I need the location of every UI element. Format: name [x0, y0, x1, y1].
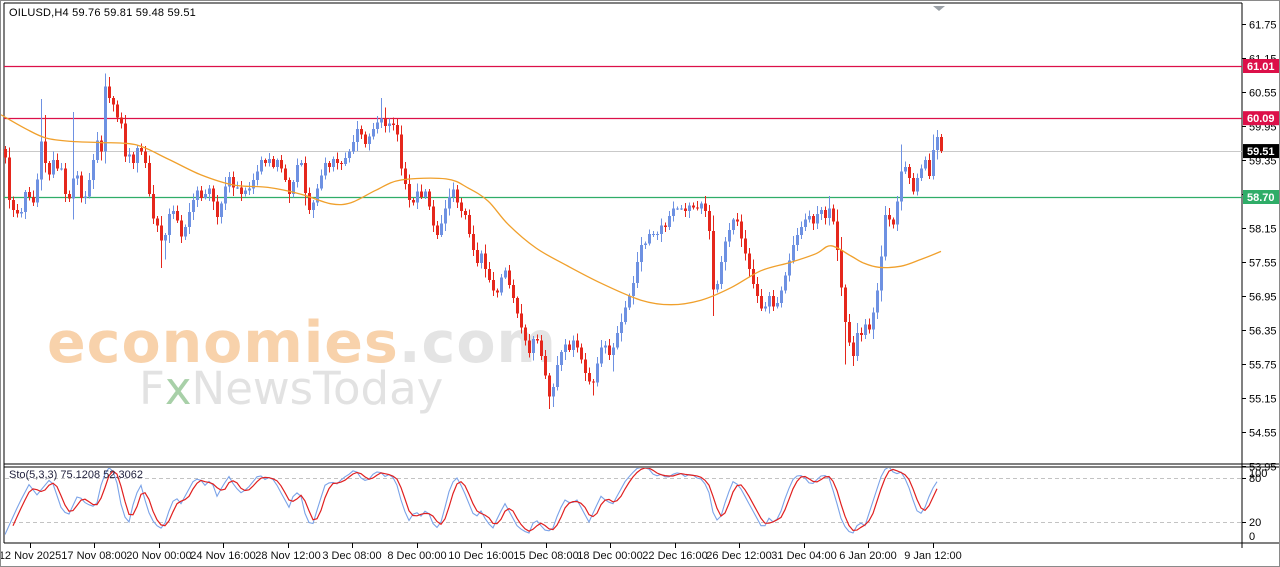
- price-tick-label: 55.15: [1249, 394, 1277, 406]
- time-tick-label: 6 Jan 20:00: [839, 550, 897, 562]
- level-lines: [4, 65, 1242, 199]
- price-axis[interactable]: 61.7561.1560.5559.9559.3558.7558.1557.55…: [1242, 20, 1277, 474]
- time-tick-label: 20 Nov 00:00: [126, 550, 191, 562]
- time-tick-label: 15 Dec 08:00: [513, 550, 578, 562]
- price-tick-label: 54.55: [1249, 428, 1277, 440]
- time-tick-label: 17 Nov 08:00: [61, 550, 126, 562]
- price-tick-label: 58.15: [1249, 224, 1277, 236]
- price-tick-label: 60.55: [1249, 88, 1277, 100]
- price-badge-58.70: 58.70: [1243, 190, 1279, 205]
- time-tick-label: 28 Nov 12:00: [255, 550, 320, 562]
- svg-text:61.01: 61.01: [1247, 61, 1275, 73]
- price-badge-59.51: 59.51: [1243, 144, 1279, 159]
- symbol-ohlc-readout: OILUSD,H4 59.76 59.81 59.48 59.51: [9, 7, 197, 19]
- price-badge-61.01: 61.01: [1243, 59, 1279, 73]
- moving-average-line[interactable]: [1, 114, 942, 306]
- time-tick-label: 3 Dec 08:00: [322, 550, 381, 562]
- time-tick-label: 8 Dec 00:00: [387, 550, 446, 562]
- svg-text:59.51: 59.51: [1247, 146, 1275, 158]
- time-tick-label: 22 Dec 16:00: [642, 550, 707, 562]
- stochastic-k-line[interactable]: [5, 467, 938, 535]
- stochastic-scale-label: 80: [1249, 473, 1261, 485]
- time-tick-label: 31 Dec 04:00: [771, 550, 836, 562]
- time-tick-label: 9 Jan 12:00: [904, 550, 962, 562]
- svg-text:58.70: 58.70: [1247, 192, 1275, 204]
- time-tick-label: 26 Dec 12:00: [706, 550, 771, 562]
- stochastic-readout: Sto(5,3,3) 75.1208 52.3062: [9, 469, 143, 481]
- price-tick-label: 55.75: [1249, 360, 1277, 372]
- price-tick-label: 59.35: [1249, 156, 1277, 168]
- price-tick-label: 56.35: [1249, 326, 1277, 338]
- price-tick-label: 61.75: [1249, 20, 1277, 32]
- candles-layer: [4, 73, 943, 410]
- stochastic-scale-label: 100: [1249, 468, 1267, 480]
- time-tick-label: 12 Nov 2025: [1, 550, 61, 562]
- time-tick-label: 10 Dec 16:00: [448, 550, 513, 562]
- price-tick-label: 57.55: [1249, 258, 1277, 270]
- time-tick-label: 24 Nov 16:00: [190, 550, 255, 562]
- stochastic-scale-label: 0: [1249, 531, 1255, 543]
- time-tick-label: 18 Dec 00:00: [577, 550, 642, 562]
- scroll-position-marker[interactable]: [933, 6, 945, 11]
- stochastic-scale-label: 20: [1249, 517, 1261, 529]
- price-badge-60.09: 60.09: [1243, 111, 1279, 126]
- stochastic-d-signal-line[interactable]: [12, 468, 938, 532]
- price-tick-label: 53.95: [1249, 462, 1277, 474]
- price-tick-label: 56.95: [1249, 292, 1277, 304]
- svg-text:60.09: 60.09: [1247, 113, 1275, 125]
